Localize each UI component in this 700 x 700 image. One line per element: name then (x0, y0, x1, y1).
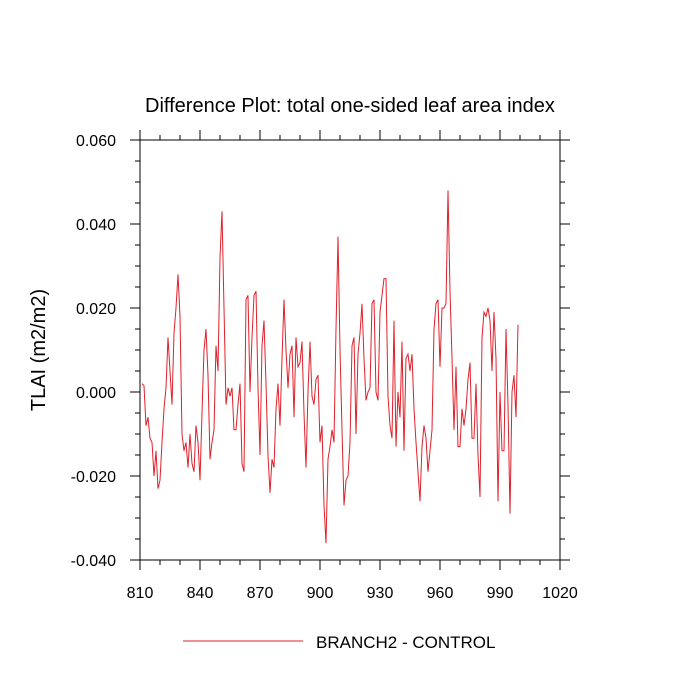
y-tick-label: 0.020 (76, 301, 116, 318)
x-tick-label: 870 (247, 585, 274, 602)
y-tick-label: 0.060 (76, 133, 116, 150)
x-tick-label: 810 (127, 585, 154, 602)
y-tick-label: 0.000 (76, 385, 116, 402)
plot-frame (139, 139, 561, 561)
x-axis: 810 840 870 900 930 960 990 1020 (127, 130, 578, 602)
x-tick-label: 960 (427, 585, 454, 602)
legend-label: BRANCH2 - CONTROL (316, 633, 495, 652)
chart-title: Difference Plot: total one-sided leaf ar… (145, 95, 555, 117)
legend: BRANCH2 - CONTROL (183, 633, 495, 652)
x-tick-label: 930 (367, 585, 394, 602)
y-axis: -0.040 -0.020 0.000 0.020 0.040 0.060 (71, 133, 570, 570)
y-tick-label: -0.040 (71, 553, 116, 570)
x-tick-label: 900 (307, 585, 334, 602)
series-line-branch2-control (141, 190, 519, 544)
x-tick-label: 1020 (542, 585, 578, 602)
y-axis-label: TLAI (m2/m2) (28, 289, 50, 411)
y-tick-label: -0.020 (71, 469, 116, 486)
x-tick-label: 990 (487, 585, 514, 602)
x-tick-label: 840 (187, 585, 214, 602)
y-tick-label: 0.040 (76, 217, 116, 234)
